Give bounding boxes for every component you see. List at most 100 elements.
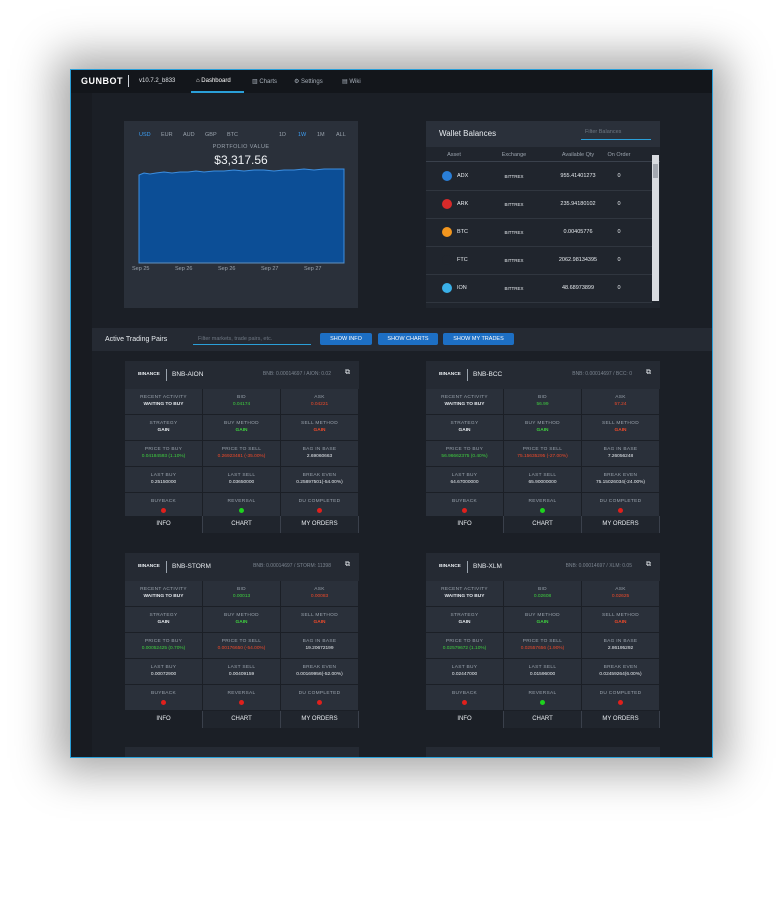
info-grid: Recent activity WAITING TO BUY Bid 56.99 Ask… <box>426 389 660 519</box>
range-option[interactable]: ALL <box>336 132 346 138</box>
cell-label: Bag in base <box>603 447 638 452</box>
info-cell: Ask 57.24 <box>582 389 660 415</box>
cell-value: 0.02557656 (1.90%) <box>520 646 565 651</box>
info-cell: Price to buy 0.02579672 (1.10%) <box>426 633 504 659</box>
info-cell: Sell method GAIN <box>582 415 660 441</box>
tab[interactable]: Info <box>125 711 203 728</box>
filter-input[interactable]: Filter markets, trade pairs, etc. <box>193 333 311 345</box>
tab[interactable]: Info <box>125 516 203 533</box>
tab[interactable]: Chart <box>203 516 281 533</box>
tab[interactable]: Chart <box>504 711 582 728</box>
nav-link[interactable]: ▥ Charts <box>252 79 278 85</box>
info-cell: Last buy 64.67000000 <box>426 467 504 493</box>
status-dot <box>239 508 244 513</box>
cell-value: 19.20672199 <box>305 646 334 651</box>
cell-label: Ask <box>615 395 626 400</box>
range-option[interactable]: 1D <box>279 132 287 138</box>
cell-label: Bid <box>538 587 547 592</box>
currency-option[interactable]: USD <box>139 132 151 138</box>
cell-label: Strategy <box>149 421 178 426</box>
cell-value: 7.26056248 <box>607 454 634 459</box>
status-dot <box>317 508 322 513</box>
tab[interactable]: Chart <box>203 711 281 728</box>
open-icon[interactable]: ⧉ <box>345 561 350 568</box>
info-cell: Last sell 0.01596000 <box>504 659 582 685</box>
portfolio-chart <box>138 168 345 264</box>
cell-label: DU completed <box>599 691 642 696</box>
wallet-row: FTC BITTREX 2062.98134395 0 <box>426 246 652 275</box>
cell-value: 0.00052425 (0.70%) <box>141 646 186 651</box>
cell-label: DU completed <box>599 499 642 504</box>
cell-label: Strategy <box>149 613 178 618</box>
cell-value: GAIN <box>157 428 170 433</box>
info-cell: Buy method GAIN <box>203 415 281 441</box>
button[interactable]: SHOW MY TRADES <box>443 333 514 345</box>
tab[interactable]: Chart <box>504 516 582 533</box>
range-option[interactable]: 1M <box>317 132 325 138</box>
cell-text: BITTREX <box>504 258 524 263</box>
cell-text: 0 <box>617 173 621 179</box>
tab[interactable]: Info <box>426 711 504 728</box>
sidebar <box>71 93 92 757</box>
exchange: BINANCE <box>439 564 461 569</box>
nav-link-text: Wiki <box>349 79 361 85</box>
cell-value: 2.69060663 <box>306 454 333 459</box>
balance: BNB: 0.00014697 / AION: 0.02 <box>262 371 331 377</box>
tab[interactable]: My Orders <box>582 711 660 728</box>
cell-label: Recent activity <box>441 395 488 400</box>
info-cell: Bag in base 2.69060663 <box>281 441 359 467</box>
asset-icon <box>442 283 452 293</box>
filter-input[interactable]: Filter Balances <box>581 129 651 140</box>
cell-value: WAITING TO BUY <box>444 402 485 407</box>
cell-label: Last sell <box>227 473 256 478</box>
open-icon[interactable]: ⧉ <box>646 561 651 568</box>
nav-link[interactable]: ▤ Wiki <box>342 79 361 85</box>
info-cell: Buyback <box>426 685 504 711</box>
info-cell: Price to buy 0.04184593 (1.10%) <box>125 441 203 467</box>
tab[interactable]: My Orders <box>281 711 359 728</box>
info-cell: Ask 0.00083 <box>281 581 359 607</box>
range-option[interactable]: 1W <box>298 132 307 138</box>
status-dot <box>239 700 244 705</box>
cell-label: Bid <box>538 395 547 400</box>
tab[interactable]: My Orders <box>281 516 359 533</box>
cell-label: Bag in base <box>302 639 337 644</box>
exchange: BINANCE <box>138 372 160 377</box>
info-cell: Break even 0.00169956(-52.00%) <box>281 659 359 685</box>
currency-option[interactable]: EUR <box>161 132 173 138</box>
active-underline <box>191 91 244 93</box>
exchange: BINANCE <box>138 564 160 569</box>
tabs: Info Chart My Orders <box>426 711 660 728</box>
tab[interactable]: Info <box>426 516 504 533</box>
info-grid: Recent activity WAITING TO BUY Bid 0.00013 A… <box>125 581 359 711</box>
cell-text: ADX <box>457 173 469 179</box>
button[interactable]: SHOW CHARTS <box>378 333 438 345</box>
cell-label: Break even <box>302 665 337 670</box>
pair-name: BNB-XLM <box>473 563 502 570</box>
info-cell: Recent activity WAITING TO BUY <box>125 581 203 607</box>
button[interactable]: SHOW INFO <box>320 333 372 345</box>
cell-label: Reversal <box>528 691 557 696</box>
info-cell: Last buy 0.00072900 <box>125 659 203 685</box>
cell-label: DU completed <box>298 691 341 696</box>
asset-icon <box>442 199 452 209</box>
status-dot <box>161 508 166 513</box>
cell-value: 0.04174 <box>232 402 251 407</box>
open-icon[interactable]: ⧉ <box>646 369 651 376</box>
cell-label: Buy method <box>525 421 560 426</box>
open-icon[interactable]: ⧉ <box>345 369 350 376</box>
info-cell: Ask 0.04221 <box>281 389 359 415</box>
currency-option[interactable]: GBP <box>205 132 217 138</box>
nav-link[interactable]: ⚙ Settings <box>294 79 323 85</box>
info-cell: Bid 56.99 <box>504 389 582 415</box>
currency-option[interactable]: BTC <box>227 132 238 138</box>
wallet-row: ARK BITTREX 235.94180102 0 <box>426 190 652 219</box>
nav-link[interactable]: ⌂ Dashboard <box>196 78 231 84</box>
info-cell: Bid 0.00013 <box>203 581 281 607</box>
cell-label: Recent activity <box>140 587 187 592</box>
tab[interactable]: My Orders <box>582 516 660 533</box>
cell-value: 0.02608 <box>533 594 552 599</box>
info-cell: Last sell 0.00409159 <box>203 659 281 685</box>
currency-option[interactable]: AUD <box>183 132 195 138</box>
info-cell: Last buy 0.02447000 <box>426 659 504 685</box>
